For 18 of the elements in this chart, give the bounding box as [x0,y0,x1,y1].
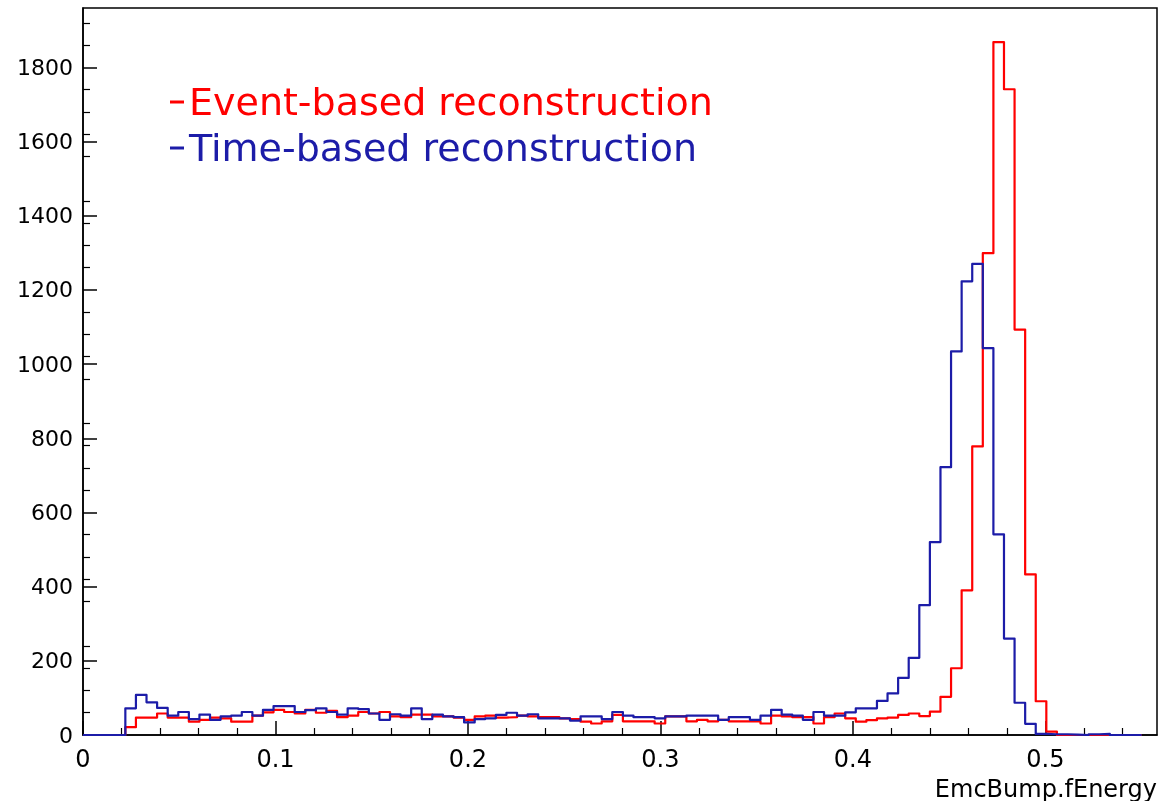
x-tick-label: 0.4 [833,745,872,773]
x-tick-label: 0.1 [256,745,295,773]
x-tick-label: 0.2 [448,745,488,773]
legend-label: Event-based reconstruction [189,80,713,124]
y-tick-label: 400 [31,574,73,600]
y-tick-label: 1600 [17,129,73,155]
x-tick-label: 0 [75,745,91,773]
x-tick-label: 0.3 [641,745,680,773]
y-tick-label: 1400 [17,203,73,229]
y-tick-label: 0 [59,722,73,748]
y-tick-label: 1800 [17,54,73,80]
y-tick-label: 800 [31,425,73,451]
legend-label: Time-based reconstruction [188,126,697,170]
y-tick-label: 600 [31,499,73,525]
x-tick-label: 0.5 [1026,745,1065,773]
y-tick-label: 1000 [17,351,73,377]
y-tick-label: 1200 [17,277,73,303]
y-tick-label: 200 [31,648,73,674]
